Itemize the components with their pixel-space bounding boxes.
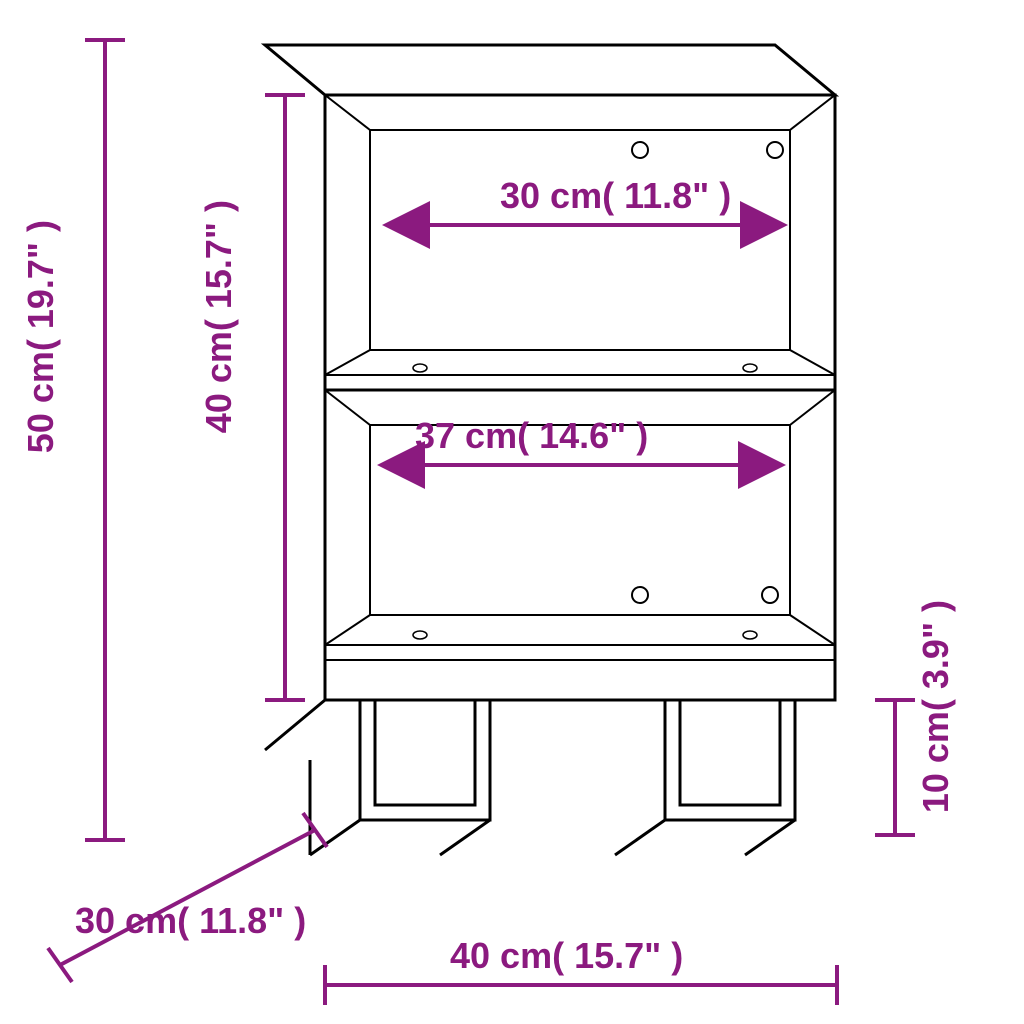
dim-line-total-height bbox=[85, 40, 125, 840]
label-depth: 30 cm( 11.8" ) bbox=[75, 900, 306, 942]
label-leg-height: 10 cm( 3.9" ) bbox=[915, 600, 957, 813]
dim-line-inner-height bbox=[265, 95, 305, 700]
label-total-height: 50 cm( 19.7" ) bbox=[20, 220, 62, 453]
dim-line-leg-height bbox=[875, 700, 915, 835]
label-inner-width: 37 cm( 14.6" ) bbox=[415, 415, 648, 457]
label-inner-depth: 30 cm( 11.8" ) bbox=[500, 175, 731, 217]
label-inner-height: 40 cm( 15.7" ) bbox=[198, 200, 240, 433]
label-width: 40 cm( 15.7" ) bbox=[450, 935, 683, 977]
